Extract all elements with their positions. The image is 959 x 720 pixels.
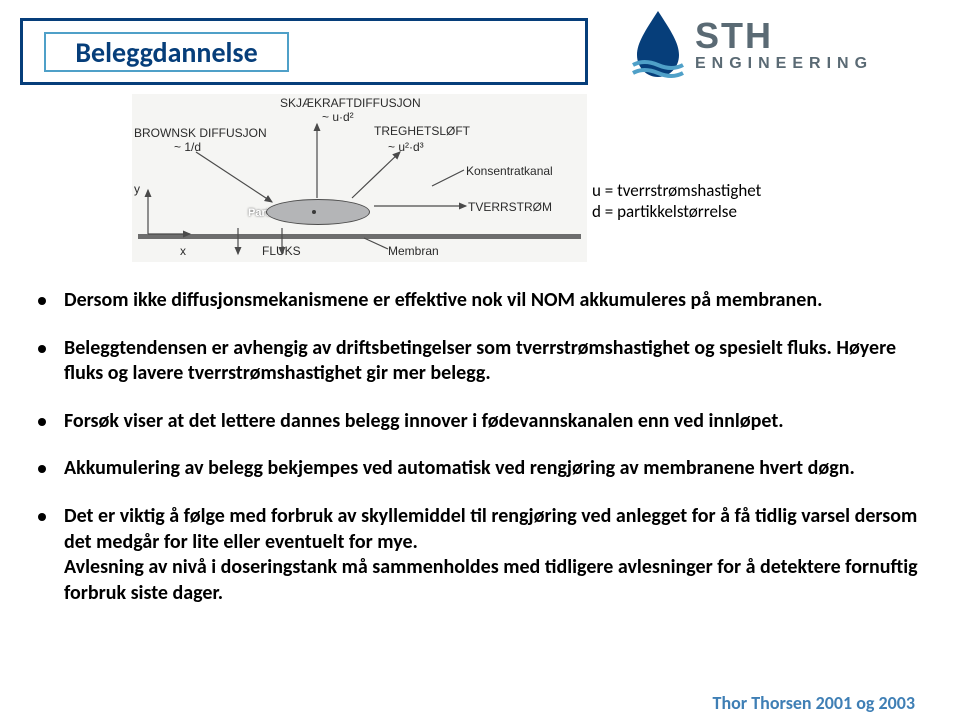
logo-text-engineering: ENGINEERING (695, 56, 873, 72)
legend-d: d = partikkelstørrelse (592, 201, 761, 222)
bullet-item: Forsøk viser at det lettere dannes beleg… (38, 409, 920, 435)
legend-u: u = tverrstrømshastighet (592, 180, 761, 201)
bullet-item: Dersom ikke diffusjonsmekanismene er eff… (38, 288, 920, 314)
page-title: Beleggdannelse (75, 35, 257, 70)
bullet-item: Det er viktig å følge med forbruk av sky… (38, 504, 920, 606)
bullet-item: Beleggtendensen er avhengig av driftsbet… (38, 336, 920, 387)
logo: STH ENGINEERING (629, 6, 939, 84)
logo-text-sth: STH (695, 18, 873, 54)
membrane-diagram: SKJÆKRAFTDIFFUSJON ~ u·d² BROWNSK DIFFUS… (132, 94, 587, 262)
body-text: Dersom ikke diffusjonsmekanismene er eff… (38, 288, 920, 628)
logo-icon (629, 9, 687, 81)
legend: u = tverrstrømshastighet d = partikkelst… (592, 180, 761, 223)
title-frame-inner: Beleggdannelse (44, 32, 289, 72)
footer-citation: Thor Thorsen 2001 og 2003 (713, 692, 915, 714)
bullet-list: Dersom ikke diffusjonsmekanismene er eff… (38, 288, 920, 606)
diagram-arrows (132, 94, 587, 262)
bullet-item: Akkumulering av belegg bekjempes ved aut… (38, 456, 920, 482)
